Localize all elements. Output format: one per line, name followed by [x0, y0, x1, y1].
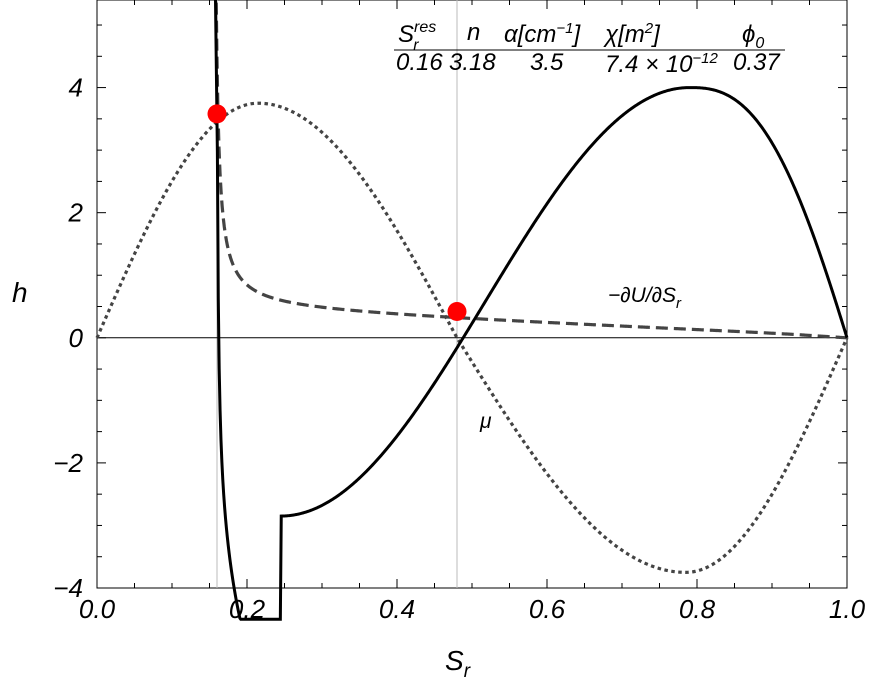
y-tick-label: −2: [53, 448, 83, 478]
intersection-point: [447, 302, 467, 322]
y-ticks: −4 −2 0 2 4: [53, 24, 847, 603]
param-header-chi-sup: 2: [644, 20, 654, 37]
param-header-chi-suffix: ]: [651, 21, 661, 48]
series-h-curve: [214, 0, 849, 621]
param-header-alpha: α[cm−1]: [504, 20, 581, 48]
param-value-alpha: 3.5: [530, 49, 564, 76]
y-tick-label: 2: [68, 198, 84, 228]
param-header-sres-main: S: [398, 21, 414, 48]
x-axis-title-main: S: [445, 645, 464, 676]
plot-frame: [96, 0, 848, 589]
series-dU-curve: [214, 0, 848, 340]
param-header-phi: ϕ0: [742, 21, 764, 52]
param-header-chi: χ[m2]: [603, 20, 661, 48]
param-header-alpha-suffix: ]: [571, 21, 581, 48]
param-value-phi: 0.37: [733, 49, 781, 76]
param-value-chi-main: 7.4 × 10: [605, 51, 693, 78]
param-value-n: 3.18: [449, 49, 496, 76]
x-tick-label: 0.4: [379, 594, 415, 624]
series-mu-label: μ: [479, 410, 492, 433]
series-dU-label-main: −∂U/∂S: [608, 284, 676, 307]
y-tick-label: 0: [69, 323, 84, 353]
param-header-sres-sup: res: [414, 19, 436, 36]
x-axis-title: Sr: [445, 645, 471, 682]
param-header-sres-sub: r: [413, 37, 419, 54]
x-ticks: 0.0 0.2 0.4 0.6 0.8 1.0: [79, 0, 866, 624]
x-tick-label: 0.0: [79, 594, 116, 624]
y-tick-label: −4: [53, 573, 83, 603]
series-dU-label: −∂U/∂Sr: [608, 284, 682, 312]
param-value-sres: 0.16: [396, 49, 443, 76]
x-tick-label: 0.6: [529, 594, 566, 624]
parameter-table: Sres r n α[cm−1] χ[m2] ϕ0 0.16 3.18 3.5 7…: [394, 19, 785, 78]
param-value-chi: 7.4 × 10−12: [605, 50, 719, 78]
x-axis-title-sub: r: [464, 661, 471, 682]
y-tick-label: 4: [69, 73, 83, 103]
param-header-alpha-main: α[cm: [504, 21, 556, 48]
series-dU-label-sub: r: [676, 295, 682, 312]
y-axis-title: h: [12, 277, 28, 308]
x-tick-label: 1.0: [829, 594, 866, 624]
param-header-alpha-sup: −1: [556, 20, 573, 37]
x-tick-label: 0.8: [679, 594, 716, 624]
param-header-phi-sub: 0: [755, 35, 764, 52]
param-header-n: n: [467, 19, 480, 46]
param-value-chi-sup: −12: [692, 50, 718, 67]
param-header-sres: Sres r: [398, 19, 436, 54]
param-header-chi-main: χ[m: [603, 21, 645, 48]
intersection-points: [207, 104, 467, 322]
param-header-phi-main: ϕ: [742, 21, 755, 48]
intersection-point: [207, 104, 227, 124]
